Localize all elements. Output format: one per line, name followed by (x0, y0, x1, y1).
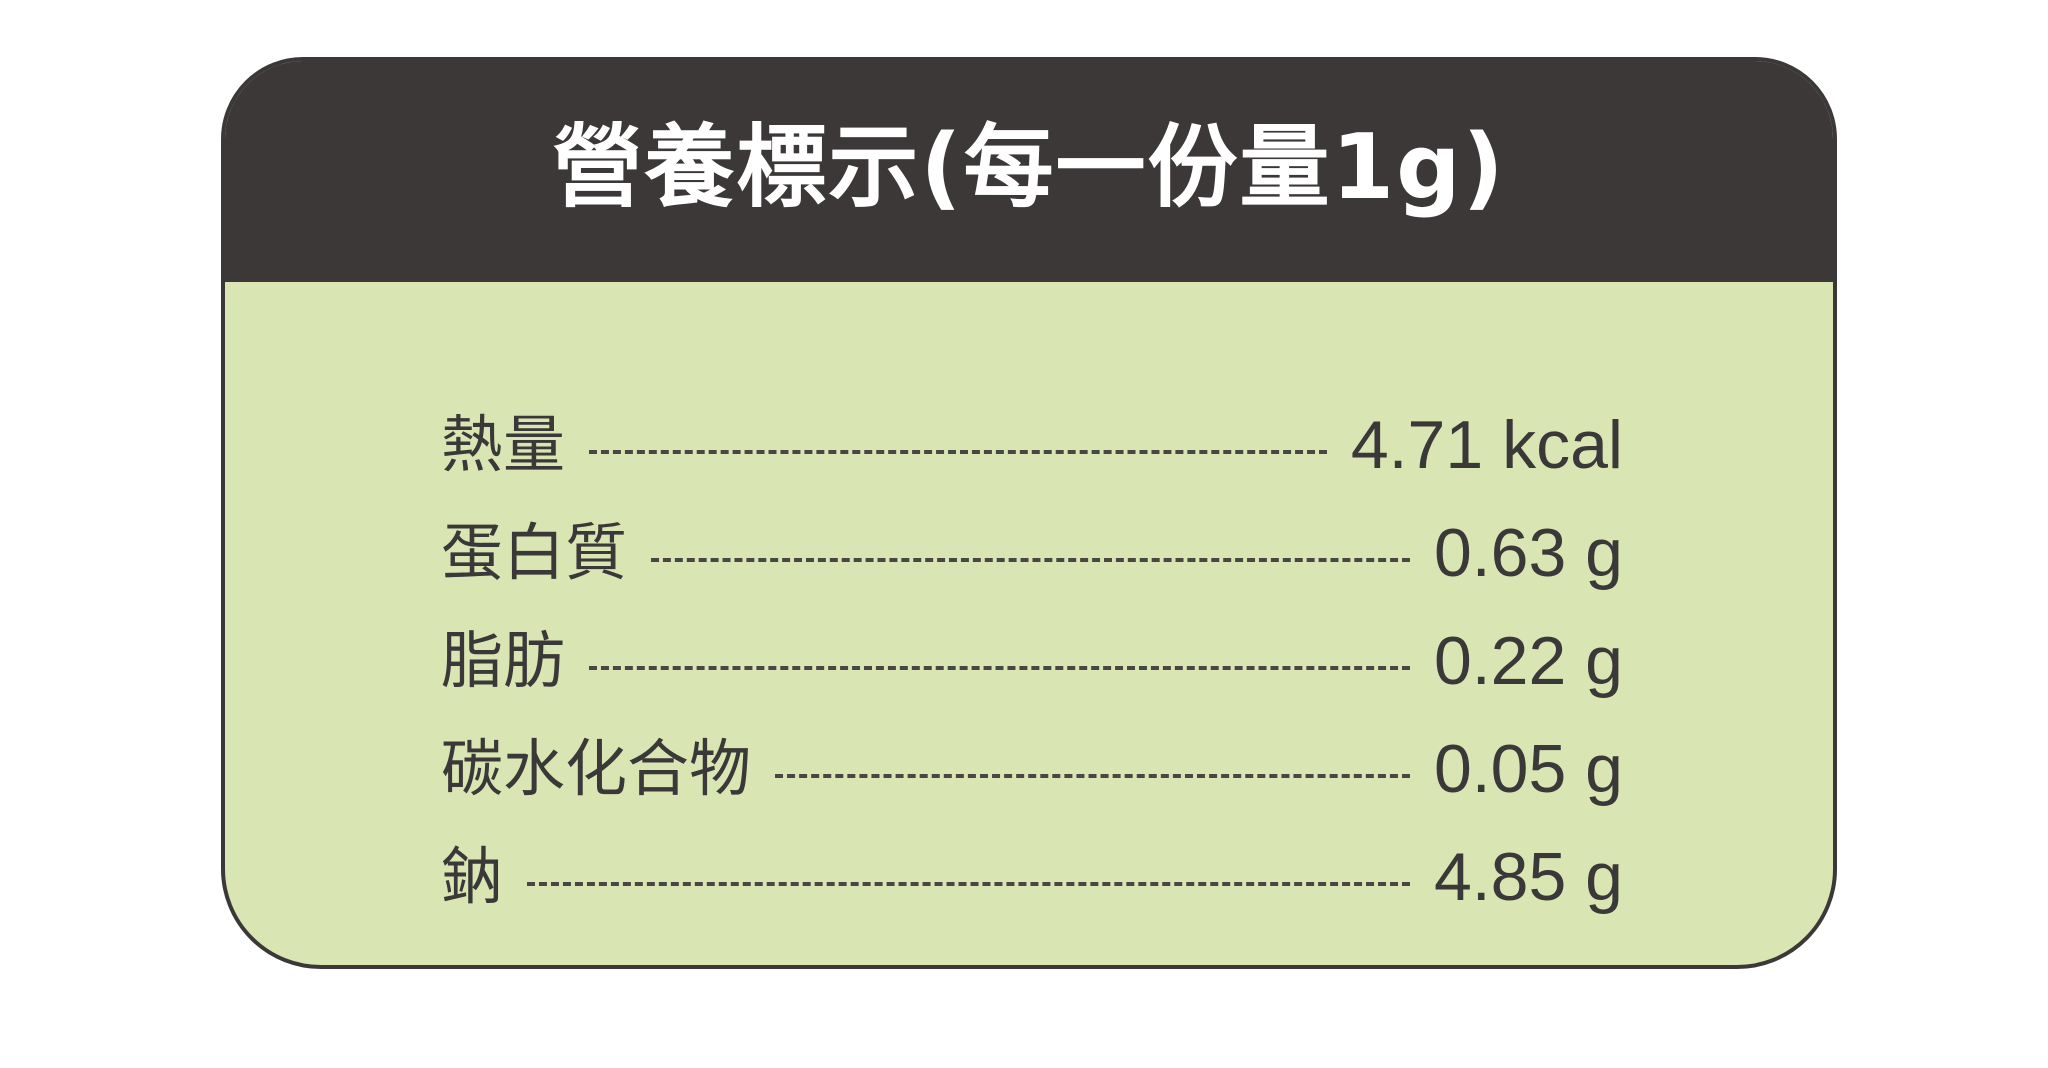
nutrient-label: 碳水化合物 (441, 732, 752, 805)
dotted-leader (775, 774, 1410, 778)
nutrition-row-protein: 蛋白質 0.63 g (441, 499, 1623, 607)
nutrition-facts-list: 熱量 4.71 kcal 蛋白質 0.63 g 脂肪 0.22 g 碳水化合物 … (441, 391, 1623, 931)
nutrition-row-fat: 脂肪 0.22 g (441, 607, 1623, 715)
nutrient-value: 4.85 g (1433, 839, 1623, 915)
nutrition-label-title: 營養標示(每一份量1g) (552, 114, 1506, 220)
dotted-leader (589, 450, 1327, 454)
dotted-leader (651, 558, 1410, 562)
nutrient-value: 0.63 g (1433, 515, 1623, 591)
nutrition-row-carbohydrate: 碳水化合物 0.05 g (441, 715, 1623, 823)
nutrient-value: 0.22 g (1433, 623, 1623, 699)
nutrient-value: 0.05 g (1433, 731, 1623, 807)
nutrition-row-calories: 熱量 4.71 kcal (441, 391, 1623, 499)
nutrient-label: 鈉 (441, 840, 504, 913)
nutrition-row-sodium: 鈉 4.85 g (441, 823, 1623, 931)
nutrient-value: 4.71 kcal (1350, 407, 1623, 483)
nutrition-label-panel: 營養標示(每一份量1g) 熱量 4.71 kcal 蛋白質 0.63 g 脂肪 … (221, 57, 1837, 969)
nutrient-label: 蛋白質 (441, 516, 628, 589)
dotted-leader (589, 666, 1410, 670)
dotted-leader (527, 882, 1410, 886)
nutrition-label-header: 營養標示(每一份量1g) (225, 61, 1833, 282)
nutrient-label: 熱量 (441, 408, 566, 481)
nutrient-label: 脂肪 (441, 624, 566, 697)
